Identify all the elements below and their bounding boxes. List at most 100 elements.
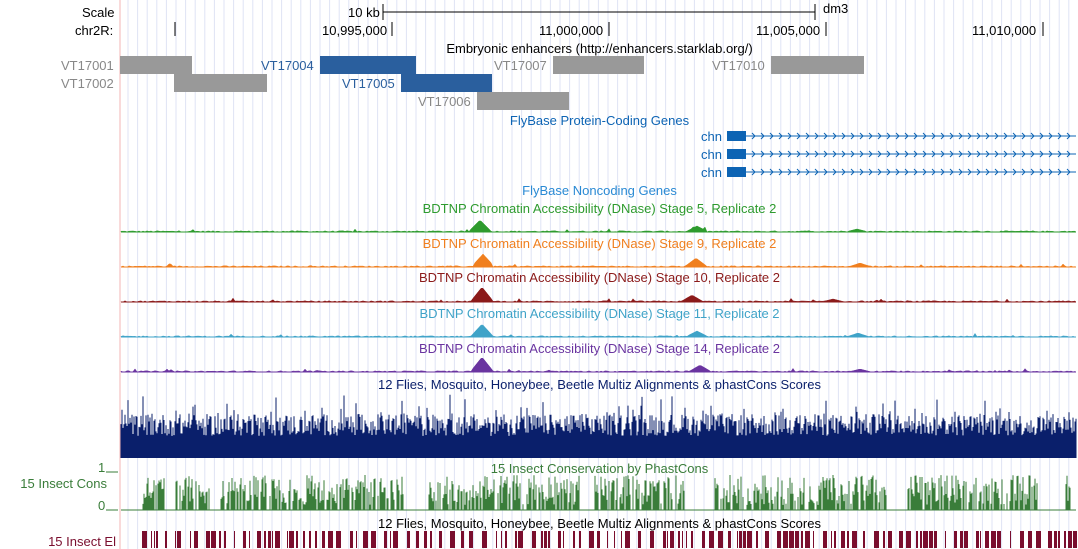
enhancer-feature[interactable] [477, 92, 569, 110]
dnase-stage14-title: BDTNP Chromatin Accessibility (DNase) St… [418, 341, 781, 356]
strand-arrow [895, 150, 900, 158]
strand-arrow [823, 132, 828, 140]
conserved-element [795, 531, 799, 548]
conserved-element [356, 531, 357, 548]
enhancer-feature[interactable] [120, 56, 192, 74]
conserved-element [289, 531, 294, 548]
conserved-element [515, 531, 517, 548]
dnase-stage5-title: BDTNP Chromatin Accessibility (DNase) St… [422, 201, 777, 216]
conserved-element [756, 531, 758, 548]
conserved-element [505, 531, 507, 548]
strand-arrow [1003, 150, 1008, 158]
strand-arrow [769, 168, 774, 176]
enhancer-label[interactable]: VT17004 [261, 58, 314, 73]
conserved-element [249, 531, 250, 548]
conserved-element [805, 531, 810, 548]
conserved-element [532, 531, 536, 548]
strand-arrow [994, 168, 999, 176]
conserved-element [621, 531, 622, 548]
conserved-element [985, 531, 989, 548]
strand-arrow [958, 150, 963, 158]
strand-arrow [760, 132, 765, 140]
conserved-element [625, 531, 630, 548]
conserved-element [544, 531, 547, 548]
cons-axis-top: 1 [98, 460, 106, 475]
conserved-element [945, 531, 946, 548]
dnase-stage9-title: BDTNP Chromatin Accessibility (DNase) St… [422, 236, 777, 251]
conserved-element [272, 531, 273, 548]
conserved-element [964, 531, 968, 548]
strand-arrow [832, 168, 837, 176]
exon [727, 167, 746, 177]
strand-arrow [1066, 168, 1071, 176]
conserved-element [430, 531, 432, 548]
strand-arrow [1057, 168, 1062, 176]
gene-label[interactable]: chn [701, 147, 722, 162]
strand-arrow [967, 168, 972, 176]
enhancer-label[interactable]: VT17006 [418, 94, 471, 109]
strand-arrow [1012, 132, 1017, 140]
strand-arrow [868, 168, 873, 176]
strand-arrow [769, 150, 774, 158]
strand-arrow [787, 150, 792, 158]
strand-arrow [1021, 132, 1026, 140]
strand-arrow [895, 132, 900, 140]
enhancers-track-title: Embryonic enhancers (http://enhancers.st… [446, 41, 753, 56]
strand-arrow [976, 132, 981, 140]
position-label: 11,005,000 [756, 23, 821, 38]
strand-arrow [1039, 150, 1044, 158]
enhancer-feature[interactable] [401, 74, 492, 92]
strand-arrow [805, 132, 810, 140]
conserved-element [206, 531, 210, 548]
conserved-element [929, 531, 933, 548]
strand-arrow [832, 132, 837, 140]
strand-arrow [877, 132, 882, 140]
strand-arrow [958, 132, 963, 140]
enhancer-label[interactable]: VT17005 [342, 76, 395, 91]
gene-label[interactable]: chn [701, 165, 722, 180]
strand-arrow [1030, 150, 1035, 158]
strand-arrow [850, 168, 855, 176]
flybase-coding-title: FlyBase Protein-Coding Genes [509, 113, 690, 128]
cons-side-label[interactable]: 15 Insect Cons [20, 476, 107, 491]
conserved-element [831, 531, 832, 548]
enhancer-feature[interactable] [320, 56, 416, 74]
enhancer-label[interactable]: VT17007 [494, 58, 547, 73]
strand-arrow [904, 168, 909, 176]
enhancer-feature[interactable] [174, 74, 267, 92]
gene-label[interactable]: chn [701, 129, 722, 144]
enhancer-label[interactable]: VT17010 [712, 58, 765, 73]
strand-arrow [1021, 168, 1026, 176]
conserved-element [224, 531, 226, 548]
enhancer-label[interactable]: VT17001 [61, 58, 114, 73]
conserved-element [691, 531, 693, 548]
strand-arrow [823, 150, 828, 158]
strand-arrow [949, 132, 954, 140]
enhancer-feature[interactable] [771, 56, 864, 74]
dnase-tracks [120, 220, 1077, 373]
conserved-element [923, 531, 928, 548]
conserved-element [663, 531, 666, 548]
elements-side-label[interactable]: 15 Insect El [48, 534, 116, 549]
strand-arrow [913, 150, 918, 158]
enhancer-label[interactable]: VT17002 [61, 76, 114, 91]
conserved-element [461, 531, 464, 548]
conserved-element [322, 531, 325, 548]
elements-track [142, 531, 1077, 548]
conserved-element [496, 531, 497, 548]
enhancer-feature[interactable] [553, 56, 644, 74]
strand-arrow [967, 132, 972, 140]
conserved-element [1073, 531, 1077, 548]
conserved-element [934, 531, 937, 548]
dnase-stage11-title: BDTNP Chromatin Accessibility (DNase) St… [419, 306, 780, 321]
conserved-element [682, 531, 683, 548]
conserved-element [287, 531, 288, 548]
conserved-element [813, 531, 814, 548]
cons-title: 15 Insect Conservation by PhastCons [490, 461, 709, 476]
strand-arrow [886, 150, 891, 158]
strand-arrow [886, 168, 891, 176]
conserved-element [747, 531, 752, 548]
conserved-element [257, 531, 261, 548]
